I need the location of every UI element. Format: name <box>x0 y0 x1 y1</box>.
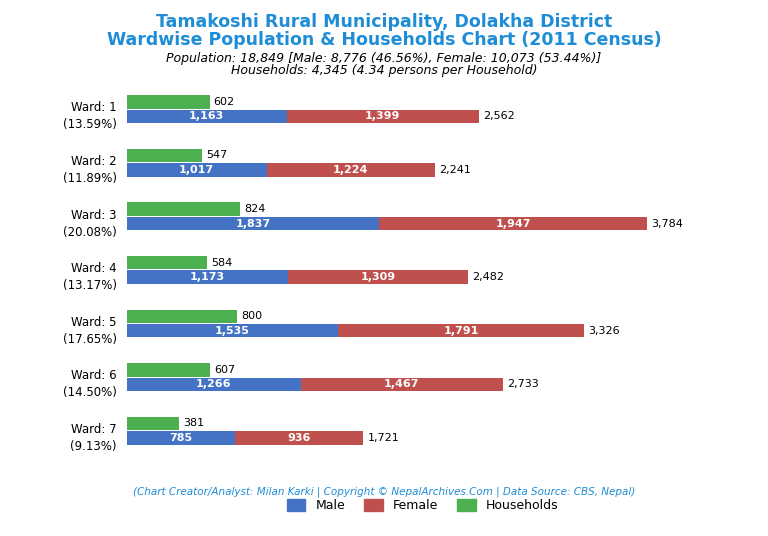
Bar <box>127 256 207 270</box>
Text: 1,399: 1,399 <box>365 111 401 121</box>
Bar <box>301 377 502 391</box>
Text: 2,241: 2,241 <box>439 165 471 175</box>
Text: 1,309: 1,309 <box>360 272 396 282</box>
Text: 785: 785 <box>169 433 192 443</box>
Bar <box>127 217 379 230</box>
Bar <box>127 377 301 391</box>
Text: 547: 547 <box>206 151 227 160</box>
Text: 2,562: 2,562 <box>483 111 515 121</box>
Bar <box>127 310 237 323</box>
Text: 2,482: 2,482 <box>472 272 504 282</box>
Text: 1,947: 1,947 <box>495 219 531 228</box>
Bar <box>127 163 266 177</box>
Text: 607: 607 <box>214 365 236 375</box>
Text: Tamakoshi Rural Municipality, Dolakha District: Tamakoshi Rural Municipality, Dolakha Di… <box>156 13 612 32</box>
Text: 3,784: 3,784 <box>651 219 683 228</box>
Text: 1,837: 1,837 <box>236 219 270 228</box>
Bar <box>127 110 286 123</box>
Text: 1,266: 1,266 <box>196 379 231 389</box>
Text: 824: 824 <box>244 204 266 214</box>
Bar <box>379 217 647 230</box>
Text: 1,173: 1,173 <box>190 272 225 282</box>
Bar <box>127 149 202 162</box>
Text: 2,733: 2,733 <box>507 379 538 389</box>
Bar <box>235 431 363 445</box>
Bar <box>288 271 468 284</box>
Bar <box>127 324 338 338</box>
Bar <box>127 271 288 284</box>
Bar <box>127 417 179 430</box>
Text: 1,791: 1,791 <box>443 326 478 336</box>
Text: 584: 584 <box>211 258 233 267</box>
Bar <box>127 431 235 445</box>
Bar <box>266 163 435 177</box>
Text: 381: 381 <box>184 419 204 428</box>
Text: 936: 936 <box>287 433 311 443</box>
Text: 1,467: 1,467 <box>384 379 419 389</box>
Text: 800: 800 <box>241 311 262 321</box>
Bar <box>127 363 210 377</box>
Text: 1,721: 1,721 <box>368 433 399 443</box>
Bar <box>127 203 240 216</box>
Text: Households: 4,345 (4.34 persons per Household): Households: 4,345 (4.34 persons per Hous… <box>230 64 538 77</box>
Bar <box>286 110 479 123</box>
Text: Population: 18,849 [Male: 8,776 (46.56%), Female: 10,073 (53.44%)]: Population: 18,849 [Male: 8,776 (46.56%)… <box>167 52 601 65</box>
Text: 1,017: 1,017 <box>179 165 214 175</box>
Text: 3,326: 3,326 <box>588 326 620 336</box>
Bar <box>338 324 584 338</box>
Text: 1,163: 1,163 <box>189 111 224 121</box>
Text: Wardwise Population & Households Chart (2011 Census): Wardwise Population & Households Chart (… <box>107 31 661 49</box>
Text: 602: 602 <box>214 97 235 107</box>
Legend: Male, Female, Households: Male, Female, Households <box>282 494 563 517</box>
Bar <box>127 95 210 109</box>
Text: 1,535: 1,535 <box>215 326 250 336</box>
Text: 1,224: 1,224 <box>333 165 369 175</box>
Text: (Chart Creator/Analyst: Milan Karki | Copyright © NepalArchives.Com | Data Sourc: (Chart Creator/Analyst: Milan Karki | Co… <box>133 487 635 497</box>
